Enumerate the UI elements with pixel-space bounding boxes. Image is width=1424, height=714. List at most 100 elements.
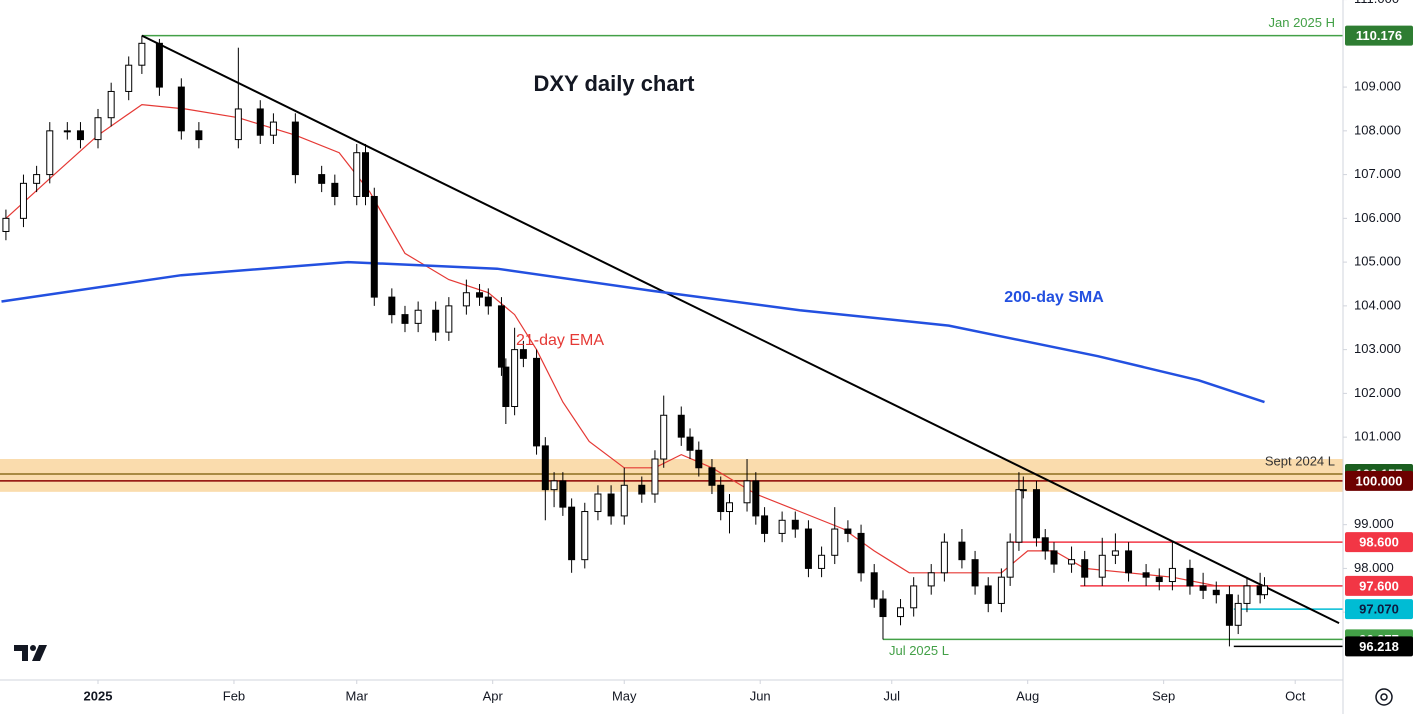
candle-body [660, 414, 668, 460]
level-price-label: 110.176 [1356, 28, 1402, 43]
x-tick-label: 2025 [84, 688, 113, 703]
y-tick-label: 104.000 [1354, 297, 1401, 312]
candle-body [269, 121, 277, 136]
candle-body [1032, 489, 1040, 539]
candle-body [1168, 567, 1176, 583]
y-tick-label: 108.000 [1354, 122, 1401, 137]
candle-body [195, 130, 203, 141]
candle-body [752, 480, 760, 517]
candle-body [870, 572, 878, 600]
x-tick-label: Apr [483, 688, 504, 703]
candle-body [533, 357, 541, 447]
level-price-box [1345, 599, 1413, 620]
candle-body [1050, 550, 1058, 565]
candle-body [651, 458, 659, 495]
candle-body [1225, 594, 1233, 626]
candle-body [708, 467, 716, 486]
level-note: Sept 2024 L [1265, 453, 1335, 468]
candle-body [1261, 585, 1269, 596]
resistance-zone [0, 459, 1343, 492]
candle-body [831, 528, 839, 556]
candle-body [1015, 489, 1023, 543]
sma-label: 200-day SMA [1004, 289, 1104, 306]
indicator-line [1, 260, 1265, 404]
candle-body [353, 152, 361, 197]
candle-body [1098, 554, 1106, 578]
plot-area: Jan 2025 H Sept 2024 L Jul 2025 L [0, 15, 1343, 658]
candle-body [940, 541, 948, 574]
candle-body [234, 108, 242, 141]
trendline [141, 34, 1340, 625]
candle-body [1006, 541, 1014, 578]
level-price-box [1345, 470, 1413, 491]
y-tick-label: 105.000 [1354, 254, 1401, 269]
settings-icon[interactable] [1375, 688, 1393, 706]
candle-body [1019, 489, 1027, 492]
candle-body [594, 493, 602, 513]
candle-body [1199, 585, 1207, 591]
candle-body [76, 130, 84, 141]
candle-body [138, 42, 146, 66]
level-price-box [1345, 575, 1413, 596]
level-price-box [1345, 532, 1413, 553]
candle-body [476, 292, 484, 298]
candle-body [1243, 585, 1251, 604]
candle-body [568, 506, 576, 561]
candle-body [2, 217, 10, 232]
y-tick-label: 102.000 [1354, 385, 1401, 400]
candle-body [857, 532, 865, 574]
candle-body [1155, 576, 1163, 583]
candle-body [897, 607, 905, 618]
candle-body [125, 64, 133, 92]
tradingview-logo [14, 645, 47, 661]
level-price-label: 96.218 [1359, 639, 1399, 654]
candle-body [620, 484, 628, 517]
x-tick-label: Jun [750, 688, 771, 703]
candle-body [638, 484, 646, 495]
candle-body [1142, 572, 1150, 578]
candle-body [791, 519, 799, 530]
candle-body [581, 511, 589, 561]
candle-body [695, 449, 703, 469]
level-price-box [1345, 636, 1413, 657]
candle-body [910, 585, 918, 609]
y-tick-label: 98.000 [1354, 560, 1394, 575]
candle-body [33, 174, 41, 184]
level-price-label: 100.000 [1356, 473, 1403, 488]
candle-body [743, 480, 751, 504]
x-tick-label: Sep [1152, 688, 1175, 703]
candle-body [717, 484, 725, 513]
x-tick-label: May [612, 688, 637, 703]
candle-body [331, 182, 339, 197]
level-note: Jul 2025 L [889, 643, 949, 658]
candle-body [370, 195, 378, 298]
candle-body [256, 108, 264, 136]
candle-body [844, 528, 852, 534]
candle-body [502, 366, 510, 408]
candle-body [497, 305, 505, 368]
candle-body [879, 598, 887, 618]
candle-body [1081, 559, 1089, 578]
candle-body [388, 296, 396, 316]
candle-body [1041, 537, 1049, 552]
candle-body [484, 296, 492, 307]
candle-body [19, 182, 27, 219]
ema-label: 21-day EMA [516, 332, 604, 349]
candle-body [362, 152, 370, 197]
candle-body [519, 349, 527, 359]
candle-body [1234, 602, 1242, 626]
x-tick-label: Oct [1285, 688, 1306, 703]
candle-body [94, 117, 102, 141]
level-price-label: 98.600 [1359, 535, 1399, 550]
candle-body [1068, 559, 1076, 565]
candle-body [1111, 550, 1119, 556]
candle-body [511, 349, 519, 408]
level-price-label: 97.600 [1359, 578, 1399, 593]
y-tick-label: 109.000 [1354, 79, 1401, 94]
y-tick-label: 99.000 [1354, 516, 1394, 531]
candle-body [725, 502, 733, 513]
candle-body [677, 414, 685, 438]
y-tick-label: 106.000 [1354, 210, 1401, 225]
candle-body [541, 445, 549, 491]
